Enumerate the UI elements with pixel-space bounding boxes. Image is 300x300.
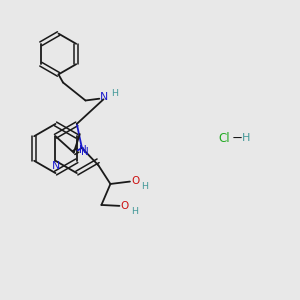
Text: −: − [231,131,243,145]
Text: O: O [121,202,129,212]
Text: N: N [99,92,108,102]
Text: H: H [131,207,139,216]
Text: O: O [131,176,140,186]
Text: H: H [111,89,118,98]
Text: N: N [81,147,89,157]
Text: H: H [141,182,148,190]
Text: N: N [80,145,87,155]
Text: H: H [242,133,250,143]
Text: N: N [52,160,60,171]
Text: Cl: Cl [219,131,230,145]
